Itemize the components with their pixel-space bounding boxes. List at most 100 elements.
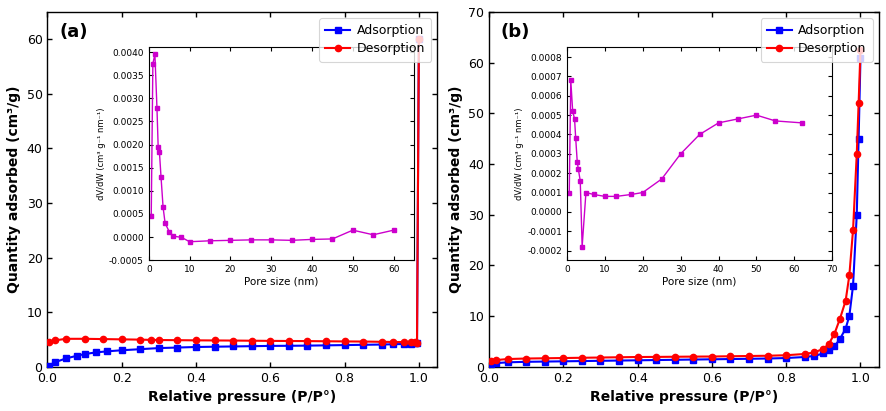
Desorption bbox=[116, 337, 127, 342]
X-axis label: Relative pressure (P/P°): Relative pressure (P/P°) bbox=[590, 390, 778, 404]
X-axis label: Relative pressure (P/P°): Relative pressure (P/P°) bbox=[148, 390, 337, 404]
Desorption bbox=[321, 339, 331, 344]
Adsorption bbox=[835, 336, 845, 341]
Desorption bbox=[614, 355, 625, 360]
Adsorption bbox=[406, 341, 416, 346]
Adsorption bbox=[90, 350, 101, 355]
Adsorption bbox=[848, 283, 859, 288]
Desorption bbox=[399, 339, 409, 344]
Adsorption bbox=[502, 360, 513, 365]
Desorption bbox=[521, 356, 532, 361]
Desorption bbox=[840, 298, 851, 303]
Desorption bbox=[824, 342, 835, 346]
Adsorption bbox=[116, 348, 127, 353]
Desorption bbox=[491, 358, 501, 363]
Line: Desorption: Desorption bbox=[487, 47, 864, 364]
Adsorption bbox=[853, 136, 864, 141]
Y-axis label: Quantity adsorbed (cm³/g): Quantity adsorbed (cm³/g) bbox=[7, 85, 21, 293]
Desorption bbox=[60, 336, 71, 341]
Desorption bbox=[302, 339, 313, 344]
Adsorption bbox=[633, 358, 643, 363]
Adsorption bbox=[190, 344, 201, 349]
Desorption bbox=[595, 355, 606, 360]
Adsorption bbox=[486, 362, 496, 367]
Desorption bbox=[540, 356, 550, 361]
Desorption bbox=[651, 354, 662, 359]
Adsorption bbox=[540, 359, 550, 364]
Desorption bbox=[209, 338, 220, 343]
Desorption bbox=[486, 359, 496, 364]
Desorption bbox=[412, 340, 423, 345]
Desorption bbox=[410, 340, 421, 345]
Adsorption bbox=[265, 344, 276, 349]
Desorption bbox=[358, 339, 369, 344]
Desorption bbox=[725, 354, 735, 359]
Desorption bbox=[706, 354, 717, 359]
Line: Adsorption: Adsorption bbox=[487, 54, 864, 367]
Desorption bbox=[688, 354, 699, 359]
Adsorption bbox=[762, 356, 773, 361]
Desorption bbox=[558, 356, 569, 360]
Desorption bbox=[502, 357, 513, 362]
Desorption bbox=[818, 346, 828, 351]
Adsorption bbox=[44, 363, 55, 368]
Desorption bbox=[97, 337, 108, 342]
Adsorption bbox=[670, 357, 680, 362]
Desorption bbox=[670, 354, 680, 359]
Adsorption bbox=[79, 352, 89, 357]
Adsorption bbox=[743, 356, 754, 361]
Adsorption bbox=[781, 356, 791, 360]
Desorption bbox=[50, 338, 60, 343]
Line: Adsorption: Adsorption bbox=[46, 36, 422, 369]
Adsorption bbox=[172, 345, 183, 350]
Adsorption bbox=[387, 342, 398, 347]
Adsorption bbox=[799, 355, 810, 360]
Desorption bbox=[387, 339, 398, 344]
Adsorption bbox=[339, 343, 350, 348]
Adsorption bbox=[840, 326, 851, 331]
Desorption bbox=[762, 353, 773, 358]
Desorption bbox=[835, 316, 845, 321]
Desorption bbox=[172, 338, 183, 343]
Desorption bbox=[284, 339, 294, 344]
Adsorption bbox=[246, 344, 257, 349]
Adsorption bbox=[809, 353, 820, 358]
Desorption bbox=[799, 351, 810, 356]
Adsorption bbox=[135, 347, 145, 352]
Desorption bbox=[339, 339, 350, 344]
Desorption bbox=[853, 101, 864, 106]
Adsorption bbox=[412, 340, 423, 345]
Adsorption bbox=[209, 344, 220, 349]
Adsorption bbox=[855, 55, 866, 60]
Desorption bbox=[135, 337, 145, 342]
Adsorption bbox=[153, 346, 164, 351]
Adsorption bbox=[399, 342, 409, 346]
Desorption bbox=[246, 338, 257, 343]
Adsorption bbox=[521, 359, 532, 364]
Adsorption bbox=[72, 353, 82, 358]
Adsorption bbox=[614, 358, 625, 363]
Adsorption bbox=[706, 357, 717, 362]
Adsorption bbox=[851, 212, 862, 217]
Adsorption bbox=[321, 343, 331, 348]
Desorption bbox=[377, 339, 387, 344]
Adsorption bbox=[651, 358, 662, 363]
Desorption bbox=[633, 355, 643, 360]
Text: (b): (b) bbox=[501, 23, 530, 41]
Adsorption bbox=[102, 349, 113, 354]
Desorption bbox=[577, 355, 587, 360]
Adsorption bbox=[60, 356, 71, 361]
Line: Desorption: Desorption bbox=[46, 36, 422, 346]
Legend: Adsorption, Desorption: Adsorption, Desorption bbox=[761, 18, 873, 62]
Desorption bbox=[743, 353, 754, 358]
Desorption bbox=[406, 340, 416, 345]
Adsorption bbox=[558, 359, 569, 364]
Desorption bbox=[153, 337, 164, 342]
Adsorption bbox=[829, 344, 840, 349]
Desorption bbox=[228, 338, 238, 343]
Adsorption bbox=[50, 360, 60, 365]
Desorption bbox=[414, 37, 424, 42]
Adsorption bbox=[410, 341, 421, 346]
Desorption bbox=[44, 339, 55, 344]
Desorption bbox=[855, 48, 866, 53]
